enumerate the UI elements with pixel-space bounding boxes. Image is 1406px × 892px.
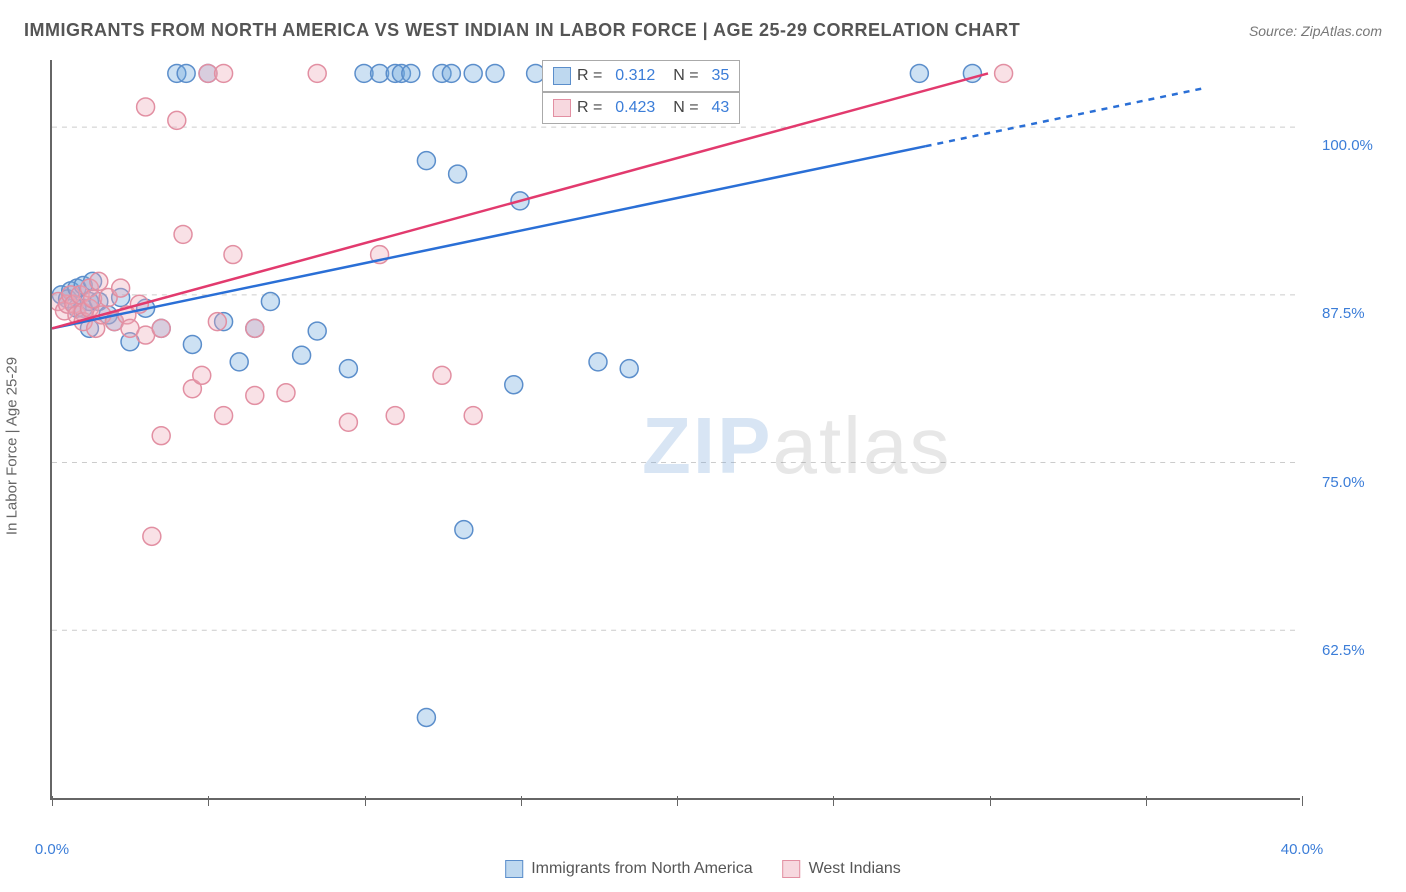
x-tick: [208, 796, 209, 806]
y-tick-label: 87.5%: [1322, 305, 1365, 322]
legend-bottom: Immigrants from North America West India…: [505, 860, 901, 878]
n-value: 35: [703, 67, 730, 84]
legend-label: Immigrants from North America: [531, 860, 752, 878]
x-tick: [677, 796, 678, 806]
r-value: 0.312: [606, 67, 655, 84]
x-tick: [1146, 796, 1147, 806]
plot-area: 62.5%75.0%87.5%100.0% 0.0%40.0% ZIPatlas…: [50, 60, 1300, 800]
legend-item-north-america: Immigrants from North America: [505, 860, 752, 878]
n-value: 43: [703, 99, 730, 116]
x-tick: [833, 796, 834, 806]
chart-svg: [52, 60, 1300, 798]
y-tick-label: 62.5%: [1322, 642, 1365, 659]
x-tick: [990, 796, 991, 806]
x-tick-label: 40.0%: [1281, 841, 1324, 858]
watermark-atlas: atlas: [772, 401, 951, 490]
stat-box-north-america: R = 0.312 N = 35: [542, 60, 740, 92]
r-label: R =: [577, 67, 602, 84]
legend-item-west-indians: West Indians: [783, 860, 901, 878]
y-tick-label: 100.0%: [1322, 137, 1373, 154]
chart-title: IMMIGRANTS FROM NORTH AMERICA VS WEST IN…: [24, 20, 1020, 41]
stat-box-west-indians: R = 0.423 N = 43: [542, 92, 740, 124]
watermark: ZIPatlas: [642, 400, 951, 492]
y-axis-label: In Labor Force | Age 25-29: [4, 357, 21, 535]
stat-swatch: [553, 67, 571, 85]
x-tick: [52, 796, 53, 806]
legend-label: West Indians: [809, 860, 901, 878]
watermark-zip: ZIP: [642, 401, 772, 490]
r-label: R =: [577, 99, 602, 116]
title-bar: IMMIGRANTS FROM NORTH AMERICA VS WEST IN…: [24, 20, 1382, 41]
legend-swatch: [505, 860, 523, 878]
x-tick-label: 0.0%: [35, 841, 69, 858]
x-tick: [1302, 796, 1303, 806]
n-label: N =: [673, 67, 698, 84]
r-value: 0.423: [606, 99, 655, 116]
stat-swatch: [553, 99, 571, 117]
n-label: N =: [673, 99, 698, 116]
y-tick-label: 75.0%: [1322, 474, 1365, 491]
source-label: Source: ZipAtlas.com: [1249, 23, 1382, 39]
x-tick: [521, 796, 522, 806]
legend-swatch: [783, 860, 801, 878]
x-tick: [365, 796, 366, 806]
